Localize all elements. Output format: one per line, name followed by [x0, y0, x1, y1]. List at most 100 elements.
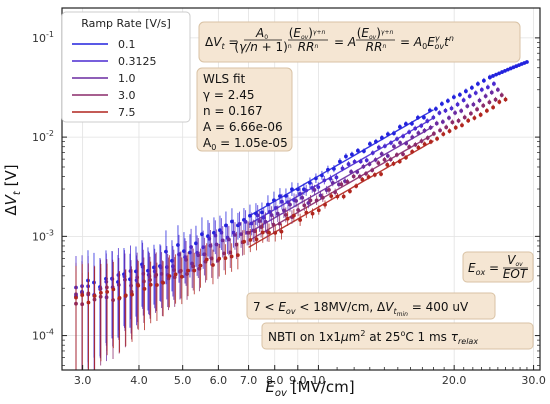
data-point: [173, 272, 178, 277]
data-point: [267, 210, 272, 214]
data-point: [388, 157, 393, 162]
data-point: [105, 289, 110, 294]
data-point: [98, 290, 103, 295]
y-tick-label: 10-3: [32, 228, 54, 243]
data-point: [344, 154, 348, 159]
data-point: [361, 164, 366, 169]
data-point: [224, 223, 228, 228]
data-point: [223, 256, 228, 261]
data-point: [352, 159, 357, 164]
data-point: [260, 210, 264, 215]
data-point: [466, 118, 471, 123]
data-point: [179, 274, 184, 279]
data-point: [473, 91, 478, 95]
data-point: [459, 108, 464, 113]
data-point: [481, 103, 486, 108]
data-point: [161, 280, 166, 285]
data-point: [273, 230, 278, 235]
data-point: [425, 119, 430, 123]
data-point: [453, 125, 458, 130]
data-point: [404, 122, 408, 126]
data-point: [318, 193, 323, 198]
data-point: [235, 253, 240, 258]
x-tick-label: 3.0: [74, 374, 92, 387]
y-ticks: 10-4 10-3 10-2 10-1: [32, 7, 540, 366]
fit-gamma: γ = 2.45: [203, 88, 255, 102]
data-point: [290, 187, 294, 192]
data-point: [304, 188, 309, 193]
fit-n: n = 0.167: [203, 104, 263, 118]
data-point: [281, 208, 286, 213]
data-point: [491, 74, 495, 78]
fit-A0: A0 = 1.05e-05: [203, 136, 288, 152]
data-point: [354, 184, 359, 189]
eox-annotation: Eox = Vov EOT: [462, 251, 534, 283]
data-point: [416, 145, 421, 150]
legend-label-0.1: 0.1: [118, 38, 136, 51]
data-point: [483, 94, 488, 99]
data-point: [308, 198, 313, 203]
data-point: [364, 171, 368, 176]
data-point: [450, 120, 455, 125]
data-point: [392, 131, 396, 136]
data-point: [242, 239, 246, 244]
data-point: [380, 135, 384, 140]
data-point: [493, 97, 498, 102]
data-point: [356, 148, 360, 153]
data-point: [320, 195, 325, 200]
data-point: [475, 107, 479, 112]
data-point: [398, 124, 402, 129]
fit-title: WLS fit: [203, 72, 246, 86]
data-point: [92, 293, 97, 298]
data-point: [261, 215, 266, 220]
data-point: [415, 115, 420, 120]
data-point: [298, 192, 302, 196]
data-point: [257, 219, 262, 223]
data-point: [505, 67, 510, 72]
data-point: [456, 118, 461, 123]
data-point: [481, 78, 486, 83]
data-point: [280, 199, 284, 204]
data-point: [362, 149, 366, 154]
data-point: [272, 198, 276, 203]
data-point: [254, 237, 259, 242]
data-point: [296, 187, 300, 192]
data-points: [74, 60, 529, 370]
data-point: [226, 237, 231, 242]
formula-eq-3: = A0Eγ ovtn: [400, 34, 454, 51]
data-point: [357, 174, 362, 179]
data-point: [440, 119, 445, 124]
data-point: [338, 159, 342, 164]
data-point: [141, 279, 146, 284]
data-point: [308, 181, 312, 185]
data-point: [441, 132, 446, 137]
y-tick-label: 10-2: [32, 129, 54, 144]
data-point: [439, 101, 444, 106]
data-point: [389, 140, 393, 145]
x-tick-label: 5.0: [174, 374, 192, 387]
data-point: [351, 174, 356, 179]
x-tick-label: 7.0: [240, 374, 258, 387]
data-point: [350, 152, 354, 157]
eox-numerator: Vov: [507, 253, 523, 268]
data-point: [348, 189, 352, 194]
data-point: [167, 274, 172, 278]
data-point: [397, 159, 402, 164]
data-point: [368, 141, 372, 146]
data-point: [485, 85, 490, 90]
data-point: [316, 185, 321, 189]
data-point: [499, 93, 504, 98]
data-point: [130, 292, 134, 297]
svg-text:A0: A0: [255, 26, 268, 41]
data-point: [401, 134, 405, 139]
data-point: [275, 211, 280, 216]
data-point: [340, 166, 345, 171]
legend-label-1.0: 1.0: [118, 72, 136, 85]
data-point: [155, 283, 159, 287]
data-point: [346, 162, 351, 166]
x-axis-title: Eov [MV/cm]: [265, 378, 354, 399]
legend-label-3.0: 3.0: [118, 89, 136, 102]
formula-fraction-1: A0 (γ/n + 1)n: [234, 26, 291, 54]
x-tick-label: 8.0: [266, 374, 284, 387]
data-point: [214, 242, 219, 247]
